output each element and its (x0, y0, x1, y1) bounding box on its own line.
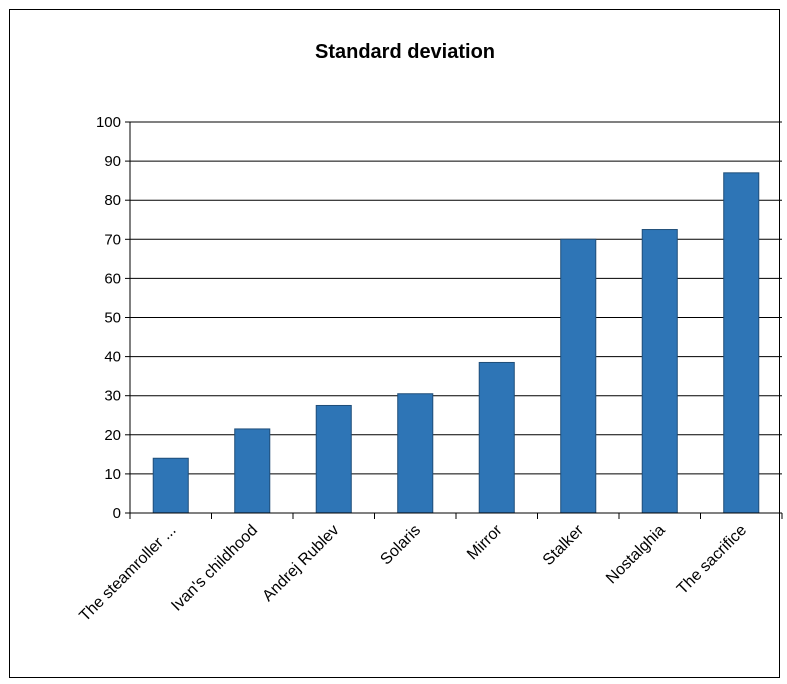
x-category-label-2: Ivan's childhood (168, 522, 261, 615)
y-tick-label-40: 40 (104, 349, 121, 366)
bar-6 (560, 238, 597, 514)
y-tick-label-80: 80 (104, 192, 121, 209)
axes (125, 121, 783, 519)
y-tick-label-90: 90 (104, 153, 121, 170)
bar-2 (234, 428, 271, 514)
chart-title: Standard deviation (315, 41, 495, 63)
x-axis-labels: The steamroller ...Ivan's childhoodAndre… (76, 521, 750, 625)
y-tick-label-0: 0 (113, 505, 121, 522)
bar-7 (641, 229, 678, 514)
x-category-label-1: The steamroller ... (76, 522, 179, 625)
y-tick-label-10: 10 (104, 466, 121, 483)
x-category-label-5: Mirror (464, 521, 506, 563)
bars (152, 172, 760, 514)
y-axis-ticks: 0 10 20 30 40 50 60 70 80 90 100 (96, 114, 121, 522)
y-tick-label-100: 100 (96, 114, 121, 131)
bar-8 (723, 172, 760, 514)
bar-4 (397, 393, 434, 514)
y-tick-label-30: 30 (104, 388, 121, 405)
x-category-label-6: Stalker (540, 521, 588, 569)
x-category-label-8: The sacrifice (674, 522, 750, 598)
bar-5 (478, 361, 515, 514)
x-category-label-7: Nostalghia (603, 522, 669, 588)
y-tick-label-20: 20 (104, 427, 121, 444)
y-tick-label-70: 70 (104, 231, 121, 248)
bar-3 (315, 404, 352, 514)
y-tick-label-60: 60 (104, 270, 121, 287)
x-category-label-3: Andrej Rublev (259, 522, 342, 605)
bar-1 (152, 457, 189, 514)
gridlines (130, 121, 782, 475)
x-category-label-4: Solaris (377, 522, 424, 569)
y-tick-label-50: 50 (104, 310, 121, 327)
